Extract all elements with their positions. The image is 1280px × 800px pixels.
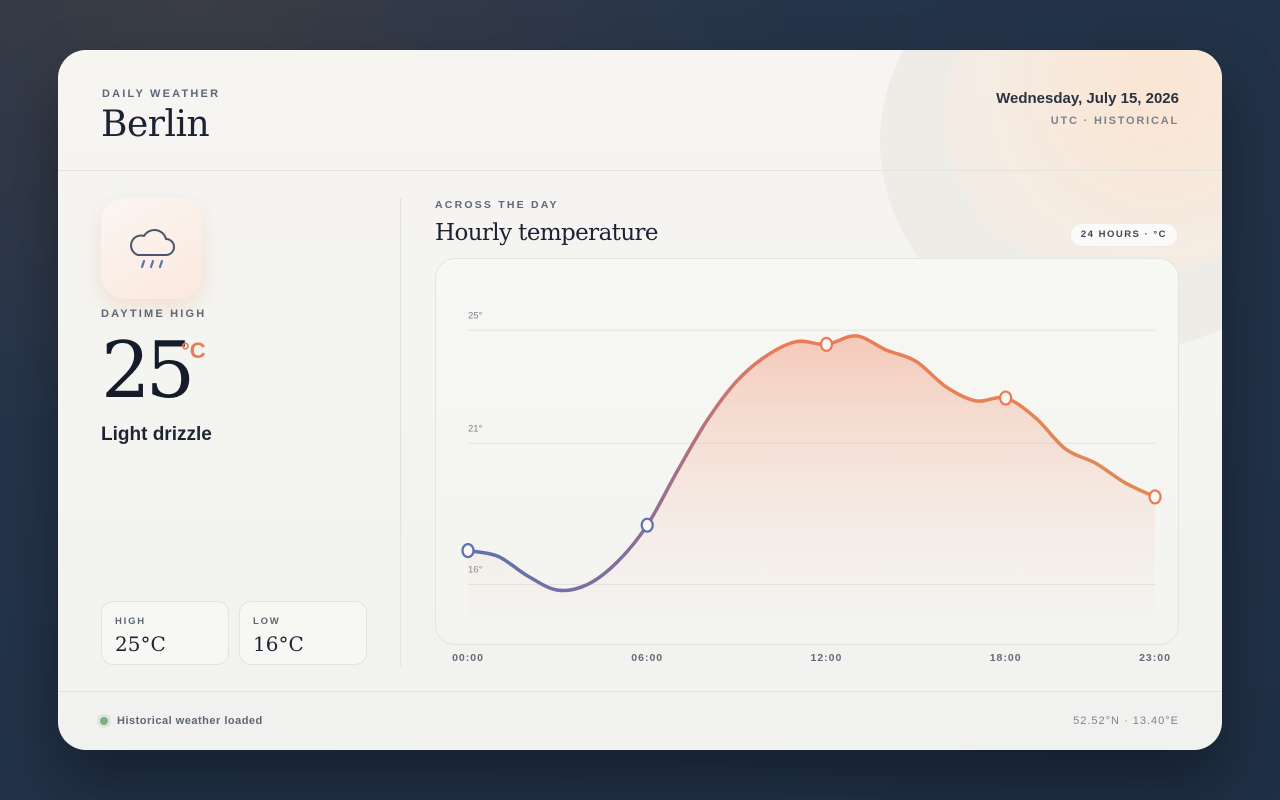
- column-divider: [400, 198, 401, 666]
- daytime-high-label: DAYTIME HIGH: [101, 308, 207, 320]
- temperature-area: [468, 335, 1155, 616]
- x-tick-label: 18:00: [989, 652, 1022, 664]
- y-tick-label: 25°: [468, 310, 483, 321]
- data-point-marker[interactable]: [461, 543, 475, 559]
- low-value: 16°C: [253, 632, 304, 656]
- weather-condition: Light drizzle: [101, 424, 212, 445]
- data-point-marker[interactable]: [640, 517, 654, 533]
- x-tick-label: 06:00: [631, 652, 664, 664]
- chart-title: Hourly temperature: [435, 220, 659, 246]
- city-name: Berlin: [101, 104, 210, 145]
- coordinates: 52.52°N · 13.40°E: [1073, 715, 1179, 727]
- temperature-unit: °C: [181, 338, 206, 363]
- header-eyebrow: DAILY WEATHER: [102, 88, 221, 100]
- hourly-temperature-chart: 16°21°25°: [461, 310, 1162, 616]
- data-point-marker[interactable]: [1148, 489, 1162, 505]
- x-axis: 00:00 06:00 12:00 18:00 23:00: [435, 652, 1179, 668]
- high-value: 25°C: [115, 632, 166, 656]
- card-header: DAILY WEATHER Berlin Wednesday, July 15,…: [58, 50, 1222, 171]
- status-text: Historical weather loaded: [117, 715, 263, 727]
- data-point-marker[interactable]: [999, 390, 1013, 406]
- timezone-label: UTC · HISTORICAL: [1050, 115, 1179, 127]
- high-label: HIGH: [115, 616, 146, 627]
- high-stat-card: HIGH 25°C: [101, 601, 229, 665]
- weather-card: DAILY WEATHER Berlin Wednesday, July 15,…: [58, 50, 1222, 750]
- x-tick-label: 12:00: [810, 652, 843, 664]
- date-label: Wednesday, July 15, 2026: [996, 90, 1179, 107]
- weather-icon-tile: [101, 198, 202, 299]
- y-tick-label: 21°: [468, 423, 483, 434]
- status-dot: [100, 717, 108, 725]
- chart-eyebrow: ACROSS THE DAY: [435, 199, 559, 211]
- data-point-marker[interactable]: [819, 336, 834, 352]
- summary-panel: DAYTIME HIGH 25 °C Light drizzle HIGH 25…: [101, 198, 391, 668]
- cloud-drizzle-icon: [129, 228, 175, 268]
- x-tick-label: 23:00: [1139, 652, 1171, 664]
- current-temperature: 25: [101, 326, 195, 416]
- low-label: LOW: [253, 616, 281, 627]
- x-tick-label: 00:00: [452, 652, 484, 664]
- card-footer: Historical weather loaded 52.52°N · 13.4…: [58, 691, 1222, 750]
- low-stat-card: LOW 16°C: [239, 601, 367, 665]
- temperature-line: [466, 334, 1157, 593]
- range-badge: 24 HOURS · °C: [1069, 223, 1178, 247]
